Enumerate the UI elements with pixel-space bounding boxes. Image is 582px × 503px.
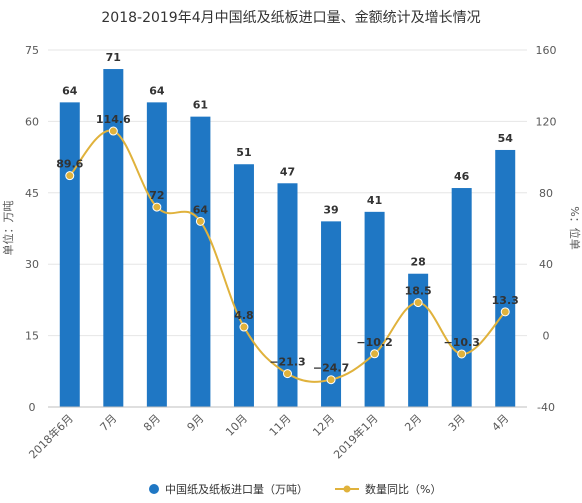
legend-bar-label: 中国纸及纸板进口量（万吨） <box>165 482 308 496</box>
x-tick-label: 10月 <box>223 412 250 439</box>
left-tick-label: 15 <box>25 330 39 343</box>
line-point <box>326 375 336 385</box>
line-point <box>239 322 249 332</box>
bar-value-label: 47 <box>280 165 295 178</box>
left-axis-ticks: 0 15 30 45 60 75 <box>25 44 39 414</box>
legend: 中国纸及纸板进口量（万吨） 数量同比（%） <box>149 482 441 496</box>
right-tick-label: 0 <box>543 330 550 343</box>
x-tick-label: 2019年1月 <box>331 411 381 461</box>
line-value-label: −24.7 <box>313 362 349 375</box>
bar <box>190 116 211 407</box>
line-value-label: 13.3 <box>492 294 519 307</box>
line-value-label: −10.2 <box>356 336 392 349</box>
y-axis-label-right: %：位单 <box>568 206 582 249</box>
right-tick-label: -40 <box>537 401 555 414</box>
bar <box>364 211 385 407</box>
x-tick-label: 2018年6月 <box>26 411 76 461</box>
bar-value-label: 64 <box>62 84 78 97</box>
bar <box>495 149 516 407</box>
bar <box>321 221 342 407</box>
x-tick-label: 9月 <box>185 412 207 434</box>
bar-value-label: 46 <box>454 170 470 183</box>
line-point <box>370 349 380 359</box>
right-tick-label: 120 <box>536 115 557 128</box>
bar-series <box>59 69 516 408</box>
bar-value-label: 51 <box>236 146 251 159</box>
line-series <box>65 126 510 385</box>
line-point <box>457 349 467 359</box>
left-tick-label: 30 <box>25 258 39 271</box>
line-value-label: 4.8 <box>234 309 254 322</box>
line-value-label: 89.6 <box>56 158 83 171</box>
line-point <box>500 307 510 317</box>
bar-value-label: 61 <box>193 99 208 112</box>
bar <box>146 102 167 408</box>
bar-value-label: 28 <box>410 256 425 269</box>
x-tick-label: 3月 <box>446 412 468 434</box>
bar <box>277 183 298 407</box>
left-tick-label: 75 <box>25 44 39 57</box>
bar <box>103 69 124 407</box>
legend-bar-swatch <box>149 484 159 494</box>
x-tick-label: 8月 <box>141 412 163 434</box>
bar-value-label: 54 <box>498 132 514 145</box>
chart-title: 2018-2019年4月中国纸及纸板进口量、金额统计及增长情况 <box>101 10 480 26</box>
bar-value-label: 71 <box>106 51 121 64</box>
x-tick-label: 7月 <box>98 412 120 434</box>
line-path <box>69 129 506 383</box>
line-point <box>108 126 118 136</box>
legend-line-dot <box>343 485 351 493</box>
x-tick-label: 11月 <box>267 412 294 439</box>
line-point <box>195 216 205 226</box>
line-value-label: 64 <box>193 203 209 216</box>
bar <box>451 188 472 407</box>
line-value-label: −10.3 <box>444 336 480 349</box>
line-data-labels: 89.6 114.6 72 64 4.8 −21.3 −24.7 −10.2 18.5 −10.3… <box>56 113 519 375</box>
bar-value-label: 41 <box>367 194 382 207</box>
bar <box>59 102 80 408</box>
y-axis-label-left: 单位：万吨 <box>1 201 15 256</box>
right-tick-label: 80 <box>539 187 553 200</box>
line-point <box>152 202 162 212</box>
legend-line-label: 数量同比（%） <box>365 483 441 496</box>
bar-value-label: 64 <box>149 84 165 97</box>
line-value-label: 18.5 <box>405 285 432 298</box>
line-value-label: −21.3 <box>269 356 305 369</box>
left-tick-label: 45 <box>25 187 39 200</box>
x-tick-label: 2月 <box>402 412 424 434</box>
line-point <box>413 298 423 308</box>
bar <box>408 273 429 407</box>
line-point <box>283 369 292 379</box>
right-tick-label: 40 <box>539 258 553 271</box>
bar <box>233 164 254 407</box>
x-tick-label: 12月 <box>310 412 337 439</box>
right-axis-ticks: -40 0 40 80 120 160 <box>536 44 557 414</box>
bar-value-label: 39 <box>323 203 338 216</box>
left-tick-label: 60 <box>25 115 39 128</box>
bar-data-labels: 64 71 64 61 51 47 39 41 28 46 54 <box>62 51 513 269</box>
right-tick-label: 160 <box>536 44 557 57</box>
line-value-label: 72 <box>149 189 164 202</box>
left-tick-label: 0 <box>29 401 36 414</box>
line-value-label: 114.6 <box>96 113 131 126</box>
x-tick-label: 4月 <box>489 412 511 434</box>
line-point <box>65 171 75 181</box>
